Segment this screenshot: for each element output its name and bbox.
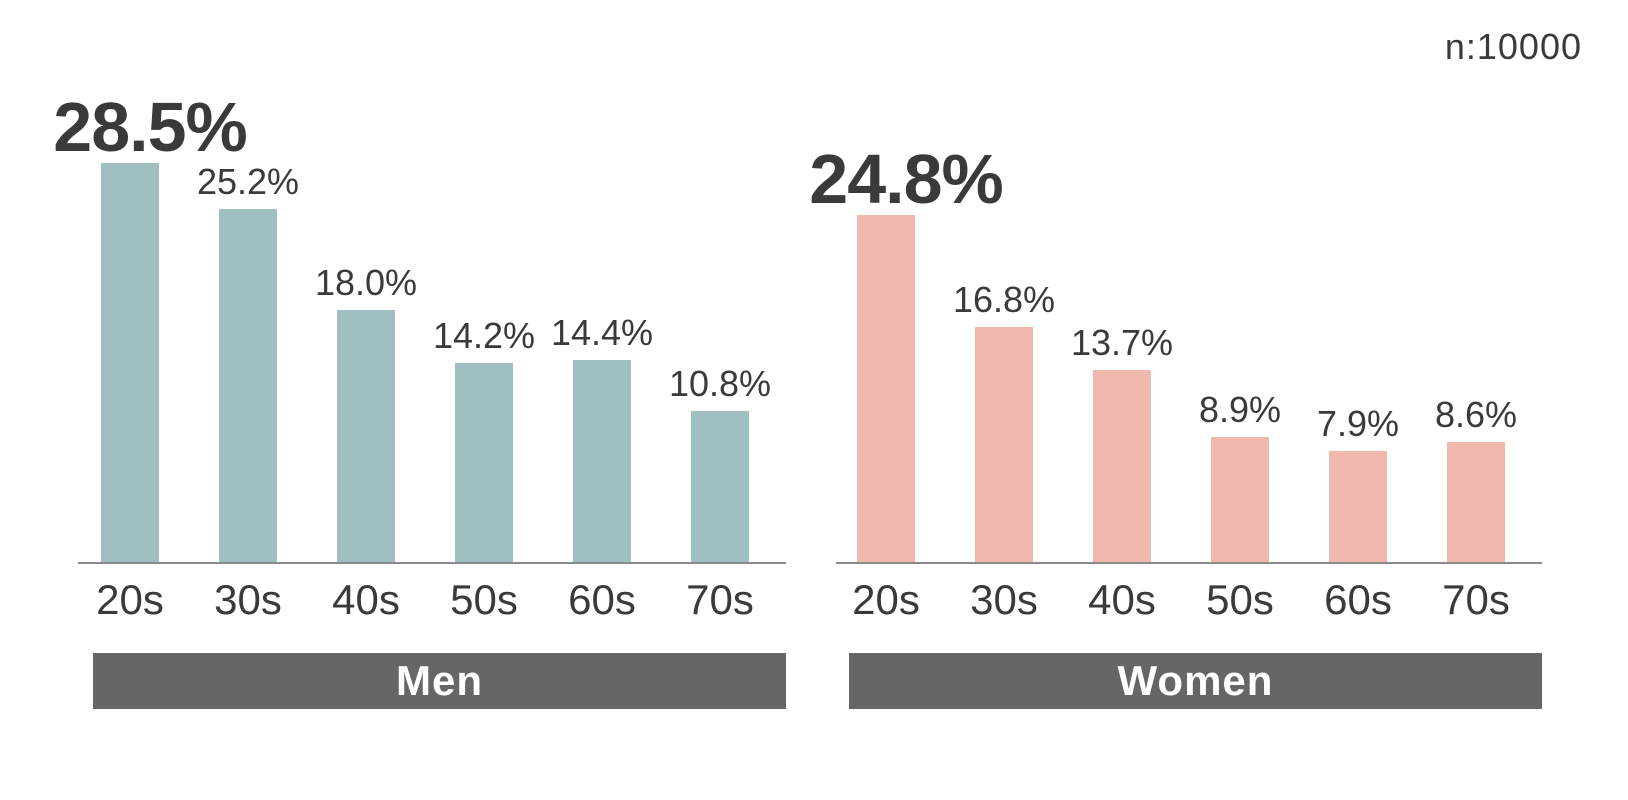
men-value-label-50s: 14.2% <box>432 315 536 356</box>
women-bar-30s <box>975 327 1033 562</box>
men-bar-60s <box>573 360 631 562</box>
men-tick-label-60s: 60s <box>568 576 636 623</box>
women-value-label-70s: 8.6% <box>1434 394 1518 435</box>
men-tick-label-20s: 20s <box>96 576 164 623</box>
women-tick-label-30s: 30s <box>970 576 1038 623</box>
men-bar-30s <box>219 209 277 562</box>
women-value-label-40s: 13.7% <box>1070 322 1174 363</box>
women-bar-50s <box>1211 437 1269 562</box>
women-tick-label-40s: 40s <box>1088 576 1156 623</box>
men-value-label-30s: 25.2% <box>196 161 300 202</box>
men-group-label: Men <box>396 657 483 704</box>
men-x-axis-line <box>78 562 786 564</box>
men-tick-label-40s: 40s <box>332 576 400 623</box>
men-value-label-20s: 28.5% <box>53 88 247 166</box>
men-bar-20s <box>101 163 159 562</box>
men-value-label-60s: 14.4% <box>550 312 654 353</box>
men-tick-label-30s: 30s <box>214 576 282 623</box>
women-tick-label-50s: 50s <box>1206 576 1274 623</box>
women-bar-40s <box>1093 370 1151 562</box>
women-tick-label-60s: 60s <box>1324 576 1392 623</box>
men-value-label-70s: 10.8% <box>668 363 772 404</box>
men-value-label-40s: 18.0% <box>314 262 418 303</box>
women-tick-label-20s: 20s <box>852 576 920 623</box>
men-bar-50s <box>455 363 513 562</box>
women-bar-70s <box>1447 442 1505 562</box>
men-bar-40s <box>337 310 395 562</box>
men-tick-label-70s: 70s <box>686 576 754 623</box>
women-value-label-20s: 24.8% <box>809 140 1003 218</box>
women-value-label-30s: 16.8% <box>952 279 1056 320</box>
women-value-label-60s: 7.9% <box>1316 403 1400 444</box>
men-tick-label-50s: 50s <box>450 576 518 623</box>
women-value-label-50s: 8.9% <box>1198 389 1282 430</box>
women-bar-20s <box>857 215 915 562</box>
women-x-axis-line <box>836 562 1542 564</box>
men-bar-70s <box>691 411 749 562</box>
women-group-label: Women <box>1117 657 1274 704</box>
women-bar-60s <box>1329 451 1387 562</box>
sample-size-label: n:10000 <box>1444 26 1582 67</box>
men-group-band: Men <box>93 653 786 709</box>
women-tick-label-70s: 70s <box>1442 576 1510 623</box>
women-group-band: Women <box>849 653 1542 709</box>
